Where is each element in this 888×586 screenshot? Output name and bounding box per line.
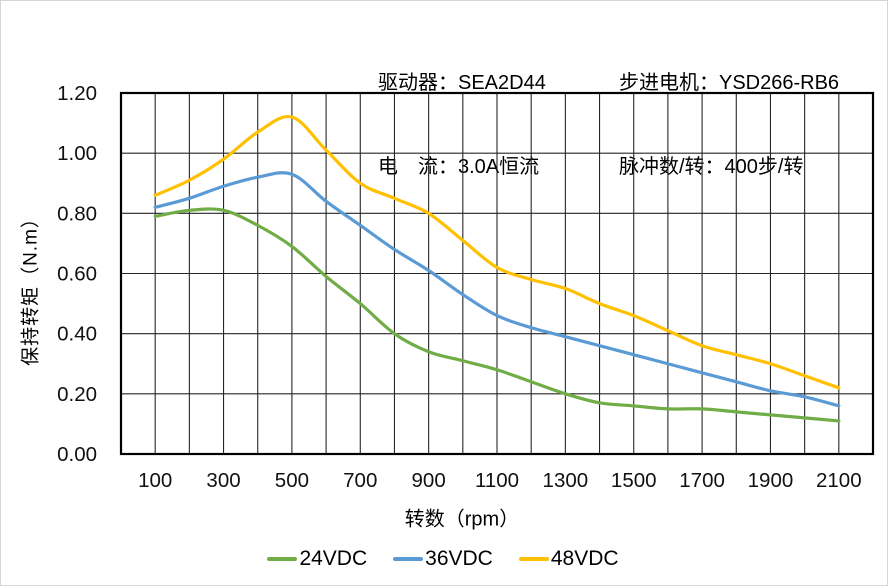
series-line-48VDC	[153, 114, 841, 390]
x-tick-label: 2100	[816, 469, 862, 492]
chart-annotation-right: 步进电机：YSD266-RB6 脉冲数/转：400步/转	[619, 13, 839, 237]
series-line-24VDC	[153, 207, 841, 423]
x-tick-label: 1300	[543, 469, 589, 492]
y-tick-label: 0.20	[57, 383, 97, 406]
series-line-36VDC	[153, 171, 841, 408]
series-curves	[153, 114, 841, 423]
legend-label: 36VDC	[425, 547, 493, 570]
legend-swatch-36VDC	[393, 557, 424, 561]
legend-swatch-48VDC	[518, 557, 549, 561]
driver-label: 驱动器：SEA2D44	[378, 72, 546, 94]
current-label: 电 流：3.0A恒流	[378, 156, 540, 178]
legend: 24VDC 36VDC 48VDC	[1, 547, 885, 571]
x-tick-label: 1900	[748, 469, 794, 492]
y-tick-label: 1.00	[57, 142, 97, 165]
y-tick-label: 1.20	[57, 82, 97, 105]
motor-label: 步进电机：YSD266-RB6	[619, 72, 840, 94]
y-axis-title: 保持转矩（N.m）	[20, 208, 42, 366]
x-tick-label: 1100	[475, 469, 519, 492]
legend-label: 48VDC	[550, 547, 619, 570]
x-tick-label: 900	[412, 469, 446, 492]
y-tick-label: 0.60	[57, 263, 97, 286]
legend-swatch-24VDC	[267, 557, 298, 561]
legend-label: 24VDC	[299, 547, 368, 570]
pulses-label: 脉冲数/转：400步/转	[619, 156, 804, 178]
grid	[120, 92, 874, 455]
x-tick-label: 700	[343, 469, 377, 492]
y-tick-label: 0.40	[57, 323, 97, 346]
legend-item-36VDC: 36VDC	[393, 547, 493, 571]
chart-annotation-left: 驱动器：SEA2D44 电 流：3.0A恒流	[378, 13, 546, 237]
y-tick-label: 0.80	[57, 202, 97, 225]
legend-item-24VDC: 24VDC	[267, 547, 367, 571]
y-tick-label: 0.00	[57, 443, 97, 466]
x-tick-label: 1700	[679, 469, 725, 492]
x-axis-title: 转数（rpm）	[404, 508, 520, 531]
x-tick-label: 500	[275, 469, 309, 492]
x-tick-label: 300	[206, 469, 240, 492]
legend-item-48VDC: 48VDC	[518, 547, 619, 571]
x-tick-label: 1500	[611, 469, 657, 492]
tick-labels: 100 300 500 700 900 1100 1300 1500 1700 1900 2100 0…	[57, 82, 862, 492]
plot-frame	[119, 91, 875, 456]
x-tick-label: 100	[138, 469, 172, 492]
